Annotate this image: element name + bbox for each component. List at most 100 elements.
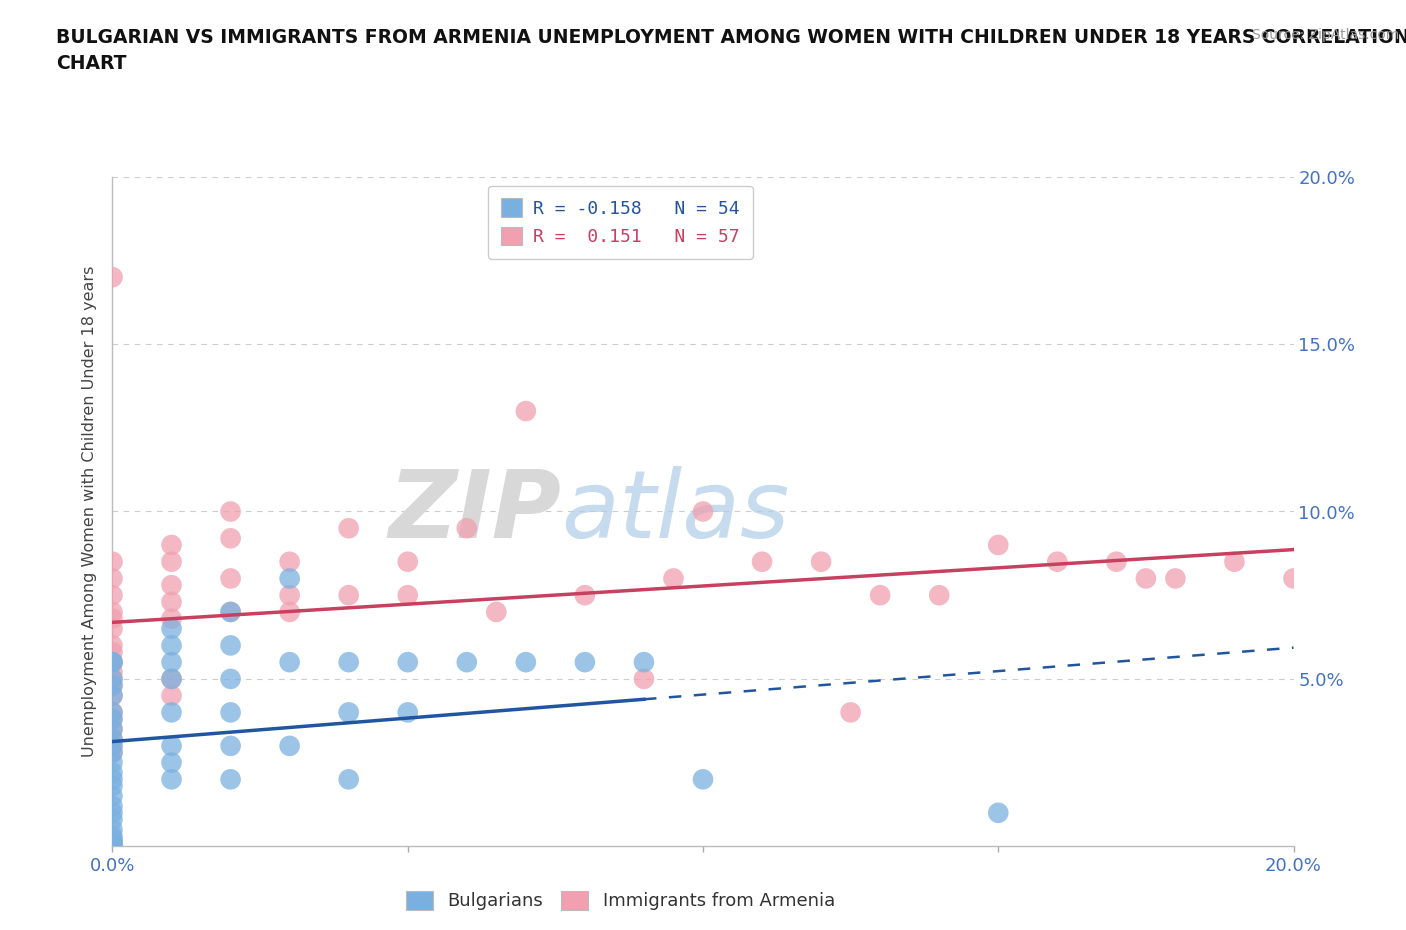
Point	[278, 588, 301, 603]
Text: atlas: atlas	[561, 466, 790, 557]
Point	[160, 538, 183, 552]
Point	[219, 604, 242, 619]
Point	[987, 805, 1010, 820]
Point	[101, 621, 124, 636]
Point	[160, 554, 183, 569]
Point	[574, 655, 596, 670]
Point	[160, 638, 183, 653]
Text: ZIP: ZIP	[388, 466, 561, 557]
Point	[101, 671, 124, 686]
Point	[101, 711, 124, 726]
Point	[278, 655, 301, 670]
Point	[633, 671, 655, 686]
Point	[101, 799, 124, 814]
Point	[101, 711, 124, 726]
Point	[101, 638, 124, 653]
Point	[101, 822, 124, 837]
Point	[219, 604, 242, 619]
Point	[485, 604, 508, 619]
Point	[101, 665, 124, 680]
Point	[101, 604, 124, 619]
Point	[219, 504, 242, 519]
Point	[160, 594, 183, 609]
Point	[101, 722, 124, 737]
Point	[160, 655, 183, 670]
Point	[515, 655, 537, 670]
Point	[839, 705, 862, 720]
Point	[1282, 571, 1305, 586]
Point	[160, 688, 183, 703]
Point	[101, 611, 124, 626]
Point	[101, 554, 124, 569]
Point	[869, 588, 891, 603]
Point	[101, 832, 124, 847]
Point	[1223, 554, 1246, 569]
Point	[160, 671, 183, 686]
Point	[101, 778, 124, 793]
Point	[101, 732, 124, 747]
Point	[160, 755, 183, 770]
Point	[101, 772, 124, 787]
Point	[751, 554, 773, 569]
Point	[160, 611, 183, 626]
Point	[337, 772, 360, 787]
Point	[692, 772, 714, 787]
Point	[101, 839, 124, 854]
Text: BULGARIAN VS IMMIGRANTS FROM ARMENIA UNEMPLOYMENT AMONG WOMEN WITH CHILDREN UNDE: BULGARIAN VS IMMIGRANTS FROM ARMENIA UNE…	[56, 28, 1406, 73]
Point	[219, 772, 242, 787]
Point	[101, 655, 124, 670]
Point	[337, 588, 360, 603]
Point	[101, 270, 124, 285]
Point	[101, 705, 124, 720]
Text: Source: ZipAtlas.com: Source: ZipAtlas.com	[1251, 28, 1399, 42]
Point	[101, 805, 124, 820]
Point	[101, 655, 124, 670]
Point	[101, 732, 124, 747]
Point	[219, 571, 242, 586]
Point	[810, 554, 832, 569]
Point	[101, 688, 124, 703]
Point	[515, 404, 537, 418]
Point	[633, 655, 655, 670]
Point	[396, 588, 419, 603]
Point	[219, 671, 242, 686]
Point	[219, 705, 242, 720]
Point	[219, 531, 242, 546]
Point	[101, 705, 124, 720]
Point	[101, 829, 124, 844]
Point	[1046, 554, 1069, 569]
Point	[1105, 554, 1128, 569]
Point	[278, 738, 301, 753]
Point	[160, 705, 183, 720]
Point	[160, 621, 183, 636]
Point	[101, 755, 124, 770]
Point	[101, 765, 124, 780]
Point	[1164, 571, 1187, 586]
Point	[574, 588, 596, 603]
Point	[101, 839, 124, 854]
Point	[160, 738, 183, 753]
Point	[160, 671, 183, 686]
Point	[160, 578, 183, 592]
Point	[337, 521, 360, 536]
Point	[337, 655, 360, 670]
Point	[101, 812, 124, 827]
Point	[219, 638, 242, 653]
Point	[692, 504, 714, 519]
Point	[396, 705, 419, 720]
Point	[662, 571, 685, 586]
Point	[456, 521, 478, 536]
Point	[101, 835, 124, 850]
Point	[101, 588, 124, 603]
Point	[928, 588, 950, 603]
Point	[101, 745, 124, 760]
Point	[396, 554, 419, 569]
Point	[987, 538, 1010, 552]
Point	[219, 738, 242, 753]
Point	[101, 738, 124, 753]
Point	[101, 655, 124, 670]
Point	[278, 554, 301, 569]
Point	[101, 789, 124, 804]
Point	[101, 678, 124, 693]
Point	[101, 644, 124, 659]
